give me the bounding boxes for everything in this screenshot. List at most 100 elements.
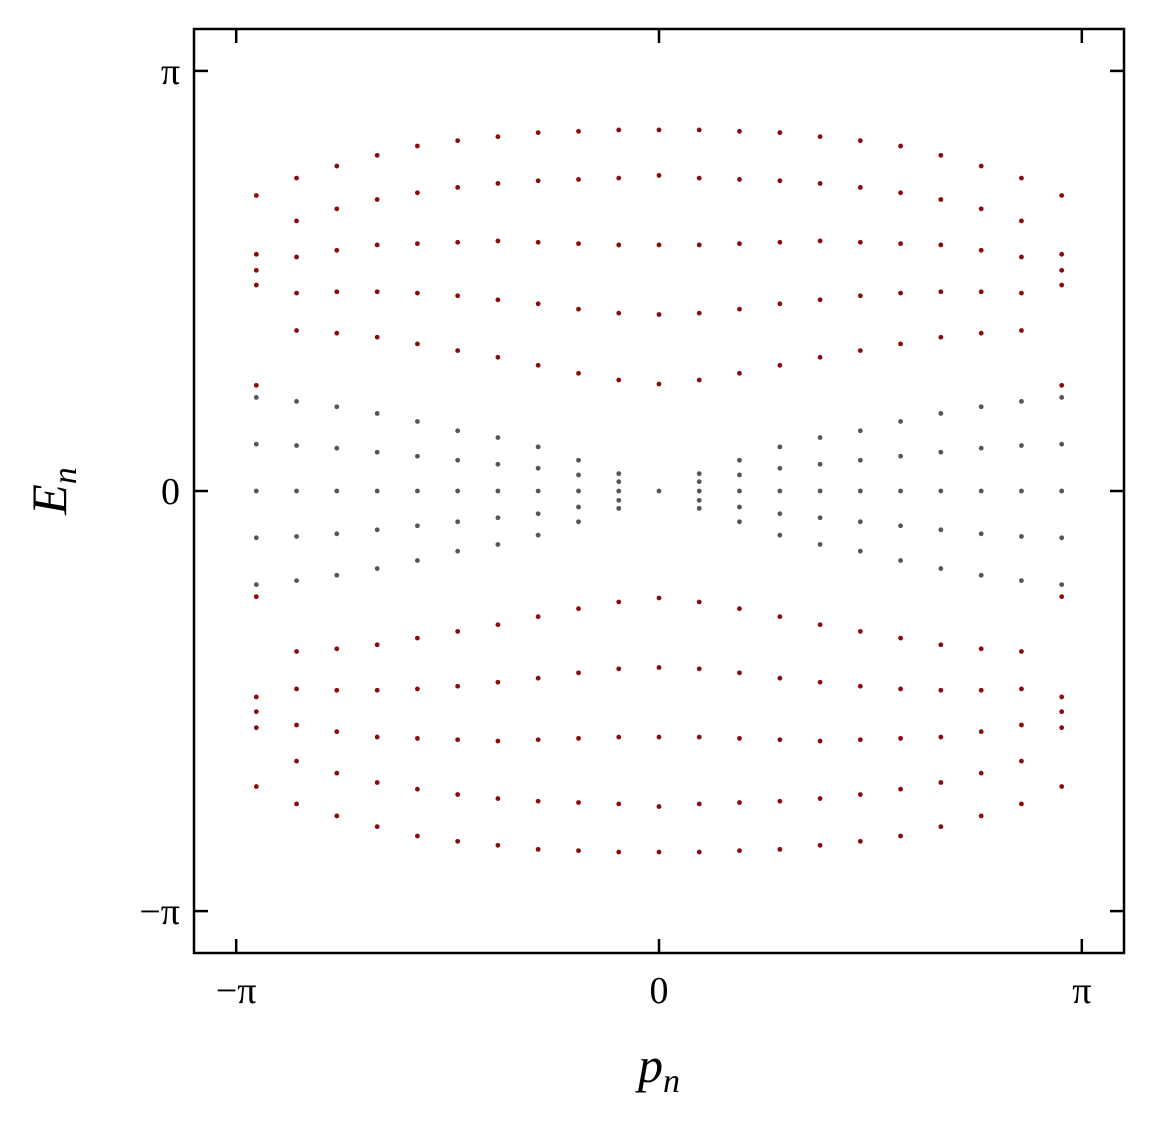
- point: [294, 649, 299, 654]
- point: [737, 519, 742, 525]
- point: [857, 239, 863, 245]
- point: [938, 566, 944, 571]
- point: [294, 534, 299, 539]
- y-tick-label: π: [161, 51, 180, 93]
- point: [334, 330, 340, 336]
- point: [938, 449, 944, 455]
- point: [455, 138, 461, 144]
- point: [294, 578, 299, 583]
- point: [817, 134, 823, 140]
- point: [374, 449, 380, 455]
- point: [535, 614, 541, 620]
- x-axis-label-base: p: [635, 1037, 663, 1093]
- x-axis-label-sub: n: [663, 1063, 680, 1100]
- point: [978, 247, 984, 253]
- point: [415, 488, 420, 494]
- point: [898, 735, 903, 741]
- point: [374, 824, 380, 830]
- point: [1059, 535, 1065, 541]
- point: [535, 846, 541, 852]
- point: [495, 435, 501, 440]
- point: [253, 784, 259, 789]
- point: [656, 595, 662, 601]
- point: [656, 665, 662, 670]
- point: [415, 833, 420, 839]
- point: [1019, 290, 1024, 296]
- point: [576, 848, 581, 854]
- point: [777, 511, 783, 517]
- point: [294, 722, 299, 728]
- point: [374, 411, 380, 416]
- point: [898, 686, 903, 692]
- point: [938, 152, 944, 158]
- point: [415, 419, 420, 424]
- point: [737, 504, 742, 510]
- point: [1019, 686, 1024, 692]
- point: [817, 796, 823, 801]
- point: [978, 572, 984, 578]
- point: [455, 519, 461, 525]
- point: [294, 328, 299, 333]
- point: [817, 181, 823, 186]
- point: [415, 290, 420, 296]
- point: [576, 177, 581, 182]
- point: [938, 527, 944, 533]
- point: [1059, 193, 1065, 198]
- point: [978, 330, 984, 336]
- point: [334, 770, 340, 776]
- point: [535, 239, 541, 245]
- point: [938, 488, 944, 494]
- point: [576, 488, 581, 494]
- point: [777, 301, 783, 307]
- point: [374, 780, 380, 785]
- point: [817, 738, 823, 744]
- point: [576, 457, 581, 463]
- point: [857, 138, 863, 144]
- point: [696, 849, 702, 855]
- point: [1059, 488, 1065, 494]
- point: [817, 461, 823, 467]
- point: [696, 599, 702, 605]
- point: [777, 737, 783, 743]
- point: [495, 488, 501, 494]
- point: [777, 178, 783, 184]
- point: [978, 163, 984, 169]
- point: [415, 453, 420, 459]
- point: [576, 370, 581, 376]
- point: [737, 800, 742, 805]
- point: [1019, 399, 1024, 404]
- point: [978, 531, 984, 537]
- point: [978, 646, 984, 652]
- point: [495, 134, 501, 140]
- point: [656, 488, 662, 494]
- point: [817, 297, 823, 303]
- point: [898, 143, 903, 149]
- point: [1059, 441, 1065, 447]
- point: [656, 127, 662, 133]
- point: [817, 238, 823, 244]
- point: [777, 239, 783, 245]
- point: [253, 193, 259, 198]
- point: [898, 290, 903, 296]
- point: [978, 206, 984, 212]
- point: [535, 798, 541, 804]
- point: [294, 175, 299, 181]
- point: [455, 488, 461, 494]
- point: [253, 282, 259, 288]
- point: [938, 289, 944, 295]
- point: [294, 801, 299, 807]
- point: [334, 687, 340, 693]
- point: [415, 341, 420, 347]
- point: [1059, 709, 1065, 715]
- point: [495, 679, 501, 685]
- point: [817, 435, 823, 440]
- point: [253, 709, 259, 715]
- point: [1019, 443, 1024, 448]
- point: [455, 737, 461, 743]
- point: [455, 548, 461, 554]
- point: [253, 394, 259, 400]
- point: [817, 354, 823, 360]
- point: [495, 842, 501, 848]
